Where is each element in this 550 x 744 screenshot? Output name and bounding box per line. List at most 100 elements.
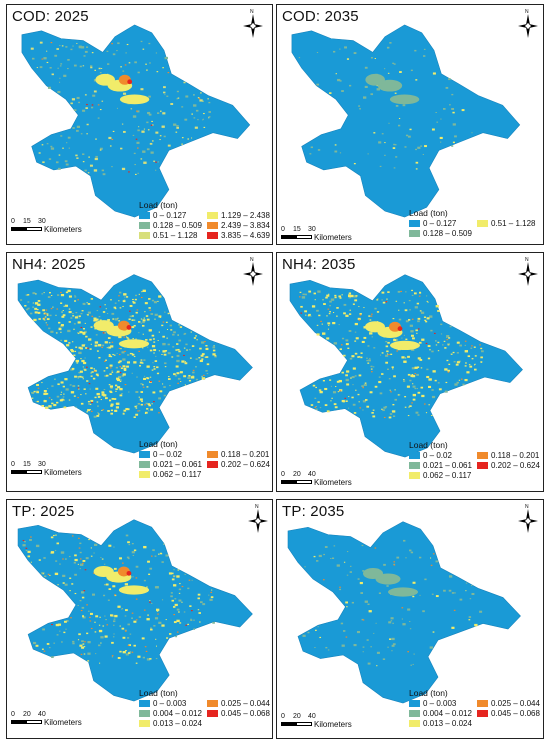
region-map — [291, 24, 521, 218]
load-cell — [38, 559, 41, 561]
load-cell — [316, 324, 319, 326]
load-cell — [423, 55, 426, 57]
load-cell — [431, 414, 433, 416]
load-cell — [345, 400, 348, 402]
load-cell — [479, 344, 481, 346]
load-cell — [112, 318, 115, 320]
load-cell — [82, 109, 86, 112]
load-cell — [56, 634, 59, 636]
load-cell — [106, 347, 108, 349]
load-cell — [339, 297, 342, 299]
scale-segment — [296, 480, 312, 484]
load-cell — [329, 311, 332, 313]
load-cell — [48, 327, 51, 330]
legend-swatch — [409, 720, 420, 728]
load-cell — [336, 380, 340, 383]
load-cell — [85, 347, 88, 349]
load-cell — [208, 117, 210, 119]
load-cell — [165, 321, 168, 324]
load-cell — [179, 583, 181, 585]
load-cell — [191, 345, 195, 347]
load-cell — [135, 338, 137, 340]
scale-tick-label: 0 — [281, 226, 285, 233]
load-cell — [203, 112, 205, 115]
load-cell — [468, 616, 472, 618]
load-cell — [86, 46, 89, 48]
load-cell — [57, 67, 59, 69]
load-cell — [84, 94, 87, 96]
load-cell — [183, 375, 187, 378]
load-cell — [76, 129, 79, 132]
load-cell — [170, 595, 173, 598]
load-cell — [135, 390, 139, 394]
load-cell — [62, 385, 65, 388]
load-cell — [355, 295, 358, 297]
load-cell — [112, 636, 115, 638]
load-cell — [39, 41, 43, 44]
load-cell — [131, 651, 134, 653]
load-cell — [354, 340, 357, 342]
load-cell — [36, 391, 40, 394]
load-cell — [407, 373, 411, 376]
load-cell — [178, 592, 181, 594]
load-cell — [361, 618, 364, 621]
load-cell — [178, 611, 180, 613]
load-cell — [23, 540, 26, 543]
load-cell — [402, 623, 406, 626]
load-cell — [153, 160, 156, 162]
map-panel-cod-2025: COD: 2025 N Load (ton) 0 – 0.127 0.128 – 0.… — [6, 4, 273, 245]
load-cell — [131, 612, 134, 614]
load-cell — [179, 326, 183, 328]
north-arrow-icon: N — [242, 257, 264, 289]
load-cell — [341, 294, 343, 296]
load-cell — [67, 289, 71, 293]
urban-core — [119, 94, 150, 105]
load-cell — [85, 107, 88, 109]
load-cell — [55, 534, 57, 536]
north-letter: N — [525, 257, 529, 263]
load-cell — [122, 92, 127, 95]
load-cell — [100, 399, 102, 401]
load-cell — [409, 621, 411, 623]
load-cell — [430, 557, 432, 559]
load-cell — [80, 133, 83, 135]
load-cell — [214, 355, 217, 358]
load-cell — [465, 590, 467, 592]
load-cell — [181, 601, 183, 603]
urban-core — [118, 339, 150, 349]
load-cell — [193, 628, 195, 630]
load-cell — [106, 374, 109, 377]
load-cell — [144, 404, 146, 406]
load-cell — [125, 609, 128, 612]
load-cell — [369, 319, 372, 321]
load-cell — [69, 590, 71, 592]
load-cell — [122, 305, 124, 307]
load-cell — [418, 295, 421, 297]
scale-tick-label: 15 — [23, 461, 31, 468]
load-cell — [142, 321, 145, 324]
load-cell — [166, 337, 168, 339]
load-cell — [138, 410, 141, 412]
load-cell — [301, 296, 306, 299]
load-cell — [481, 350, 484, 353]
load-cell — [187, 377, 190, 379]
load-cell — [25, 547, 28, 549]
load-cell — [334, 294, 337, 297]
load-cell — [398, 117, 401, 119]
load-cell — [111, 341, 114, 343]
load-cell — [37, 311, 41, 314]
load-cell — [137, 129, 140, 132]
load-cell — [178, 339, 182, 342]
load-cell — [345, 601, 349, 604]
load-cell — [404, 357, 407, 359]
load-cell — [152, 338, 155, 340]
load-cell — [116, 370, 120, 373]
legend-title: Load (ton) — [409, 688, 448, 698]
load-cell — [95, 387, 99, 390]
load-cell — [90, 555, 93, 557]
load-cell — [406, 385, 410, 388]
region-map — [289, 274, 523, 458]
load-cell — [393, 143, 396, 146]
load-cell — [174, 603, 178, 607]
load-cell — [175, 365, 179, 368]
